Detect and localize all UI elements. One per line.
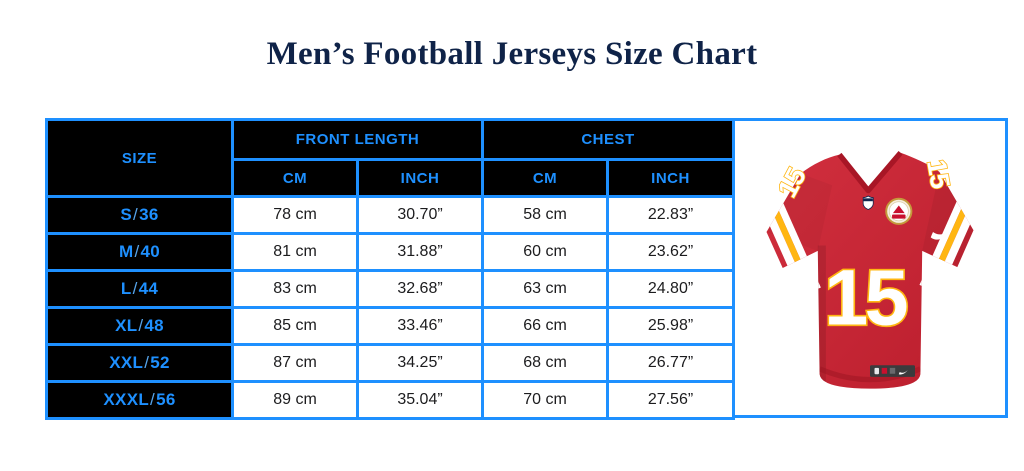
front-length-cm-cell: 87 cm	[231, 343, 359, 383]
collar-gray-stripe	[844, 152, 896, 160]
chest-inch-cell: 25.98”	[606, 306, 735, 346]
side-shading	[817, 245, 826, 383]
front-length-cm-cell: 89 cm	[231, 380, 359, 420]
chest-inch-cell: 26.77”	[606, 343, 735, 383]
chest-cm-header: CM	[481, 158, 609, 198]
vneck-trim	[837, 151, 903, 194]
nike-swoosh-icon	[930, 227, 952, 240]
front-inch-header: INCH	[356, 158, 484, 198]
size-cell: S/36	[45, 195, 234, 235]
jock-tag	[870, 365, 915, 377]
size-column-header: SIZE	[45, 118, 234, 198]
table-row: XXXL/56 89 cm 35.04” 70 cm 27.56”	[45, 380, 735, 420]
size-cell: XXL/52	[45, 343, 234, 383]
collar-inner	[839, 152, 901, 161]
front-length-cm-cell: 83 cm	[231, 269, 359, 309]
nfl-shield-icon	[862, 195, 874, 210]
table-row: XXL/52 87 cm 34.25” 68 cm 26.77”	[45, 343, 735, 383]
size-cell: L/44	[45, 269, 234, 309]
size-cell: M/40	[45, 232, 234, 272]
chest-inch-cell: 24.80”	[606, 269, 735, 309]
chest-inch-cell: 22.83”	[606, 195, 735, 235]
table-row: XL/48 85 cm 33.46” 66 cm 25.98”	[45, 306, 735, 346]
chest-inch-header: INCH	[606, 158, 735, 198]
front-length-inch-cell: 34.25”	[356, 343, 484, 383]
table-row: M/40 81 cm 31.88” 60 cm 23.62”	[45, 232, 735, 272]
front-cm-header: CM	[231, 158, 359, 198]
front-length-header: FRONT LENGTH	[231, 118, 484, 161]
chest-header: CHEST	[481, 118, 735, 161]
front-length-cm-cell: 81 cm	[231, 232, 359, 272]
chest-cm-cell: 60 cm	[481, 232, 609, 272]
front-length-cm-cell: 85 cm	[231, 306, 359, 346]
chest-cm-cell: 68 cm	[481, 343, 609, 383]
chest-cm-cell: 66 cm	[481, 306, 609, 346]
shoulder-number-right: 15	[921, 157, 956, 191]
chest-cm-cell: 63 cm	[481, 269, 609, 309]
jersey-image: 15 15 15	[766, 151, 974, 389]
jersey-number: 15	[824, 253, 906, 342]
front-length-inch-cell: 33.46”	[356, 306, 484, 346]
jersey-body	[766, 152, 974, 389]
table-row: L/44 83 cm 32.68” 63 cm 24.80”	[45, 269, 735, 309]
size-table-body: S/36 78 cm 30.70” 58 cm 22.83” M/40 81 c…	[45, 195, 735, 420]
front-length-cm-cell: 78 cm	[231, 195, 359, 235]
chest-cm-cell: 70 cm	[481, 380, 609, 420]
jersey-panel: 15 15 15	[732, 118, 1008, 418]
size-chart-box: SIZE FRONT LENGTH CHEST CM INCH CM INCH …	[45, 118, 1008, 420]
front-length-inch-cell: 31.88”	[356, 232, 484, 272]
chest-inch-cell: 23.62”	[606, 232, 735, 272]
page-title: Men’s Football Jerseys Size Chart	[266, 36, 758, 72]
front-length-inch-cell: 30.70”	[356, 195, 484, 235]
chest-cm-cell: 58 cm	[481, 195, 609, 235]
chiefs-patch-icon	[885, 197, 913, 225]
size-cell: XL/48	[45, 306, 234, 346]
chest-inch-cell: 27.56”	[606, 380, 735, 420]
front-length-inch-cell: 32.68”	[356, 269, 484, 309]
front-length-inch-cell: 35.04”	[356, 380, 484, 420]
size-cell: XXXL/56	[45, 380, 234, 420]
table-row: S/36 78 cm 30.70” 58 cm 22.83”	[45, 195, 735, 235]
size-table: SIZE FRONT LENGTH CHEST CM INCH CM INCH …	[45, 118, 735, 420]
